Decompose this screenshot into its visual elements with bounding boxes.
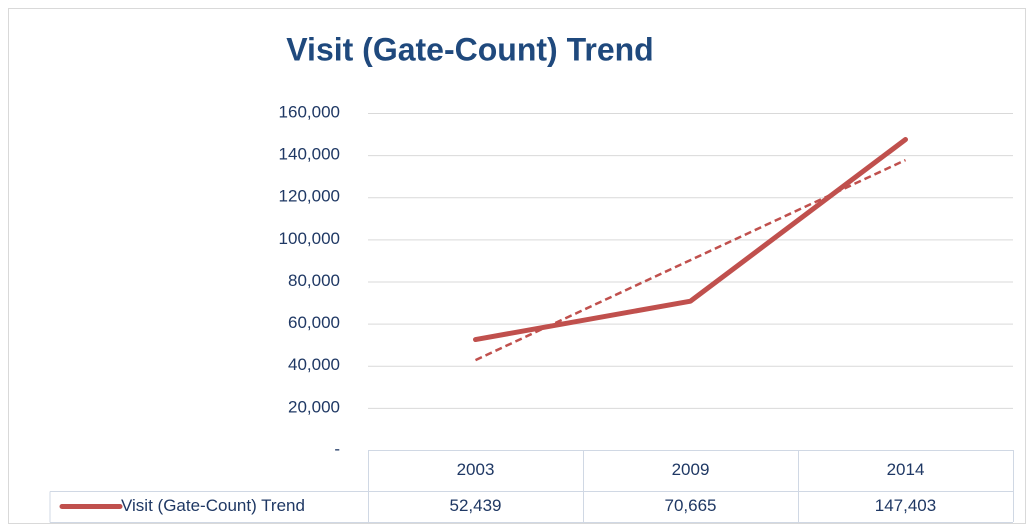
- y-tick-label: 100,000: [279, 229, 340, 248]
- trendline: [474, 158, 907, 362]
- data-label: 52,439: [450, 496, 502, 515]
- y-tick-label: 120,000: [279, 187, 340, 206]
- x-tick-label: 2009: [672, 460, 710, 479]
- x-tick-label: 2003: [457, 460, 495, 479]
- y-tick-label: 40,000: [288, 355, 340, 374]
- x-tick-label: 2014: [887, 460, 925, 479]
- legend-label: Visit (Gate-Count) Trend: [121, 496, 305, 515]
- y-tick-label: -: [334, 439, 340, 458]
- y-tick-label: 20,000: [288, 397, 340, 416]
- data-label: 147,403: [875, 496, 936, 515]
- data-label: 70,665: [665, 496, 717, 515]
- chart-border: [8, 8, 1026, 524]
- y-tick-label: 140,000: [279, 145, 340, 164]
- y-tick-label: 160,000: [279, 102, 340, 121]
- y-tick-label: 80,000: [288, 271, 340, 290]
- chart-title: Visit (Gate-Count) Trend: [286, 31, 653, 67]
- y-tick-label: 60,000: [288, 313, 340, 332]
